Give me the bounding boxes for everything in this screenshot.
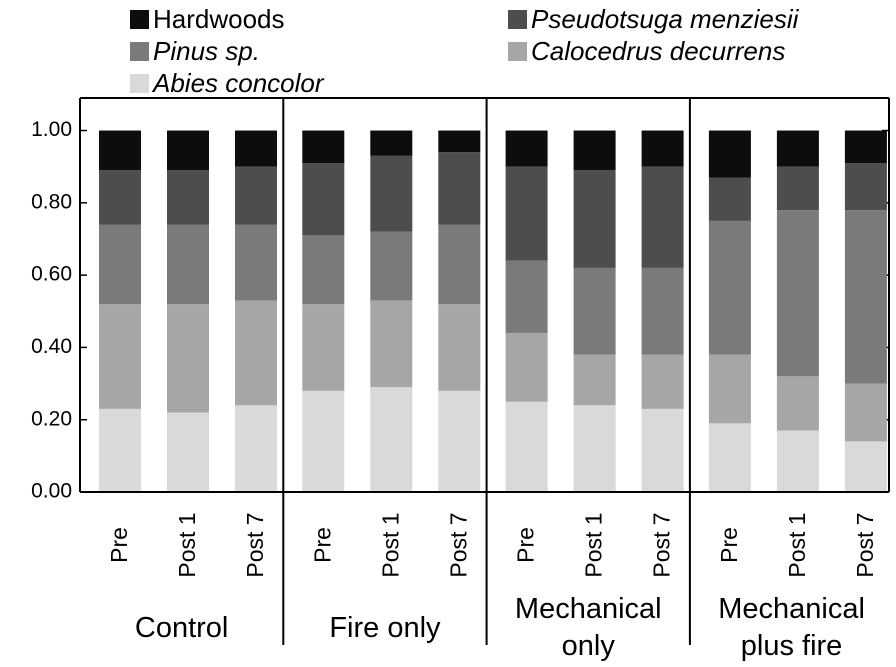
bar-segment (235, 300, 277, 406)
bar-segment (438, 224, 481, 305)
group-label: Fire only (329, 611, 441, 644)
group-label: Control (134, 611, 229, 644)
bar-segment (302, 390, 345, 492)
bar-segment (573, 354, 616, 406)
y-tick-label: 0.20 (31, 407, 72, 430)
bar-segment (708, 354, 751, 424)
bar-segment (167, 130, 209, 171)
group-label: Mechanical only (514, 593, 662, 662)
legend-swatch (508, 10, 527, 29)
group-label: Mechanical plus fire (718, 593, 865, 662)
bar-segment (844, 210, 887, 384)
bar-segment (99, 408, 141, 492)
bar-segment (99, 130, 141, 171)
bar-segment (370, 300, 413, 388)
x-tick-label: Post 1 (581, 512, 607, 577)
legend-swatch (130, 42, 149, 61)
bar-segment (573, 405, 616, 492)
x-tick-label: Post 7 (852, 512, 878, 577)
bar-segment (438, 130, 481, 153)
bar-segment (641, 267, 684, 355)
bar-segment (438, 152, 481, 225)
bar-segment (235, 405, 277, 492)
bar-segment (167, 170, 209, 225)
bar-segment (438, 390, 481, 492)
bar-segment (505, 332, 548, 402)
bar-segment (573, 170, 616, 268)
x-tick-label: Post 7 (242, 512, 268, 577)
bar-segment (167, 304, 209, 413)
bar-segment (776, 430, 819, 492)
bar-segment (708, 177, 751, 221)
bar-segment (302, 130, 345, 164)
bar-segment (776, 376, 819, 431)
x-tick-label: Pre (716, 527, 742, 563)
legend-label: Abies concolor (151, 68, 325, 98)
bar-segment (167, 412, 209, 492)
legend-swatch (130, 10, 149, 29)
bar-segment (505, 260, 548, 333)
legend-swatch (508, 42, 527, 61)
bar-segment (776, 130, 819, 167)
y-tick-label: 0.00 (31, 480, 72, 503)
legend-label: Calocedrus decurrens (531, 36, 785, 66)
bar-segment (99, 170, 141, 225)
bar-segment (370, 231, 413, 301)
y-tick-label: 0.40 (31, 335, 72, 358)
bar-segment (573, 267, 616, 355)
bar-segment (573, 130, 616, 171)
bar-segment (167, 224, 209, 305)
bar-segment (708, 220, 751, 355)
x-tick-label: Pre (106, 527, 132, 563)
legend-label: Pinus sp. (153, 36, 260, 66)
x-tick-label: Pre (309, 527, 335, 563)
bar-segment (370, 387, 413, 492)
bar-segment (302, 235, 345, 305)
bar-segment (235, 130, 277, 167)
y-tick-label: 0.60 (31, 263, 72, 286)
bar-segment (708, 423, 751, 492)
x-tick-label: Post 7 (649, 512, 675, 577)
bar-segment (641, 408, 684, 492)
bar-segment (844, 383, 887, 442)
x-tick-label: Post 7 (445, 512, 471, 577)
x-tick-label: Post 1 (784, 512, 810, 577)
bar-segment (844, 441, 887, 492)
legend-label: Hardwoods (153, 4, 285, 34)
bar-segment (844, 163, 887, 211)
bar-segment (99, 304, 141, 409)
legend-label: Pseudotsuga menziesii (531, 4, 800, 34)
bar-segment (708, 130, 751, 178)
legend-swatch (130, 74, 149, 93)
bar-segment (641, 354, 684, 409)
bar-segment (776, 166, 819, 211)
bar-segment (438, 304, 481, 391)
x-tick-label: Post 1 (174, 512, 200, 577)
bar-segment (505, 166, 548, 261)
bar-segment (641, 166, 684, 268)
bar-segment (235, 224, 277, 301)
bar-segment (302, 304, 345, 391)
y-tick-label: 0.80 (31, 190, 72, 213)
bar-segment (370, 130, 413, 156)
bar-segment (302, 163, 345, 236)
bar-segment (99, 224, 141, 305)
x-tick-label: Post 1 (377, 512, 403, 577)
bar-segment (641, 130, 684, 167)
bar-segment (235, 166, 277, 225)
bar-segment (844, 130, 887, 164)
y-tick-label: 1.00 (31, 118, 72, 141)
bar-segment (505, 401, 548, 492)
x-tick-label: Pre (513, 527, 539, 563)
bar-segment (370, 155, 413, 232)
bar-segment (776, 210, 819, 377)
bar-segment (505, 130, 548, 167)
